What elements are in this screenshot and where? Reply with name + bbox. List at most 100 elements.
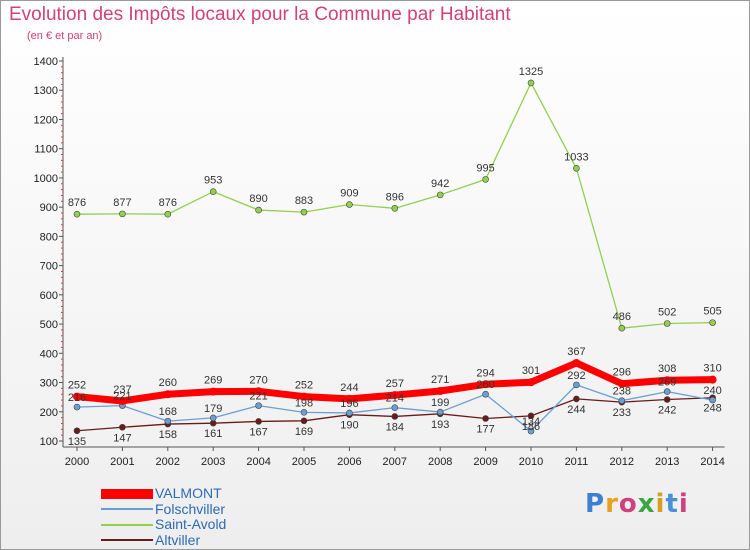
data-point-altviller (573, 395, 580, 403)
data-point-saint-avold (164, 210, 172, 218)
x-tick-label: 2007 (383, 456, 407, 468)
y-minor-tick (61, 95, 63, 97)
data-point-altviller (119, 423, 126, 431)
x-tick-label: 2001 (110, 456, 134, 468)
y-minor-tick (61, 428, 63, 430)
y-minor-tick (61, 212, 63, 214)
y-minor-tick (61, 218, 63, 220)
data-point-saint-avold (209, 188, 217, 195)
series-layer (73, 79, 717, 435)
y-minor-tick (61, 194, 63, 196)
y-minor-tick (61, 329, 63, 331)
y-tick-label: 500 (40, 319, 58, 331)
series-saint-avold (73, 79, 716, 332)
y-minor-tick (61, 136, 63, 138)
data-point-valmont (209, 387, 218, 396)
y-minor-tick (61, 434, 63, 436)
data-point-valmont (118, 396, 127, 405)
data-label-folschviller: 240 (703, 385, 721, 397)
data-label-altviller: 184 (386, 421, 404, 433)
x-tick-label: 2000 (65, 456, 89, 468)
y-minor-tick (61, 306, 63, 308)
data-label-folschviller: 238 (613, 386, 631, 398)
data-label-folschviller: 292 (567, 370, 585, 382)
data-label-saint-avold: 505 (703, 306, 721, 318)
data-label-saint-avold: 486 (613, 311, 631, 323)
chart-subtitle: (en € et par an) (27, 30, 103, 42)
data-point-valmont (436, 387, 445, 396)
data-label-valmont: 294 (476, 367, 494, 379)
y-tick-label: 1300 (34, 85, 58, 97)
data-label-saint-avold: 890 (249, 193, 267, 205)
data-point-folschviller (709, 396, 716, 404)
data-point-folschviller (300, 409, 308, 416)
data-point-saint-avold (346, 201, 353, 208)
data-point-saint-avold (709, 319, 716, 326)
y-minor-tick (61, 159, 63, 161)
data-point-valmont (481, 380, 490, 389)
data-point-valmont (73, 392, 81, 401)
data-label-valmont: 269 (204, 375, 222, 387)
data-label-folschviller: 198 (295, 397, 313, 409)
logo-letter: o (618, 489, 638, 519)
y-minor-tick (61, 241, 63, 243)
data-point-saint-avold (482, 176, 489, 183)
y-minor-tick (61, 66, 63, 68)
y-minor-tick (61, 376, 63, 378)
data-point-valmont (663, 376, 672, 385)
data-label-valmont: 237 (113, 384, 131, 396)
data-point-folschviller (391, 404, 399, 411)
data-point-folschviller (663, 388, 671, 395)
data-label-folschviller: 199 (431, 397, 449, 409)
y-minor-tick (61, 335, 63, 337)
data-point-altviller (663, 396, 671, 403)
data-point-saint-avold (527, 79, 535, 87)
y-minor-tick (61, 288, 63, 290)
data-point-folschviller (573, 381, 580, 389)
data-point-saint-avold (391, 205, 399, 212)
data-point-folschviller (164, 417, 172, 425)
chart-axes: 100 200 300 400 500 600 700 800 900 1000 1100 1200 1… (34, 56, 725, 468)
data-point-saint-avold (573, 164, 580, 172)
y-minor-tick (61, 230, 63, 232)
data-point-valmont (617, 379, 626, 388)
logo-letter: t (665, 489, 679, 519)
y-minor-tick (61, 253, 63, 255)
legend-swatch-altviller (101, 539, 153, 542)
data-label-valmont: 257 (386, 378, 404, 390)
data-label-saint-avold: 896 (386, 191, 404, 203)
x-tick-label: 2002 (156, 456, 180, 468)
data-label-valmont: 308 (658, 363, 676, 375)
data-label-altviller: 233 (613, 407, 631, 419)
data-label-saint-avold: 502 (658, 306, 676, 318)
data-label-altviller: 190 (340, 420, 358, 432)
data-label-valmont: 244 (340, 382, 358, 394)
y-minor-tick (61, 165, 63, 167)
data-point-altviller (255, 418, 262, 425)
y-minor-tick (61, 224, 63, 226)
y-tick-label: 1000 (34, 173, 58, 185)
data-label-folschviller: 134 (522, 416, 540, 428)
logo-letter: P (585, 489, 606, 519)
data-label-folschviller: 216 (68, 392, 86, 404)
data-label-folschviller: 260 (476, 379, 494, 391)
y-minor-tick (61, 405, 63, 407)
y-tick-label: 400 (40, 348, 58, 360)
series-valmont (73, 358, 717, 405)
legend-label-saint-avold: Saint-Avold (155, 516, 227, 532)
data-point-saint-avold (73, 210, 81, 218)
data-point-valmont (390, 391, 399, 400)
y-minor-tick (61, 341, 63, 343)
data-label-folschviller: 214 (386, 393, 404, 405)
proxiti-logo: Proxiti (585, 489, 689, 519)
data-label-valmont: 270 (249, 374, 267, 386)
y-minor-tick (61, 113, 63, 115)
x-tick-label: 2005 (292, 456, 316, 468)
data-point-saint-avold (663, 320, 671, 327)
data-point-folschviller (618, 397, 626, 404)
data-point-altviller (527, 412, 535, 420)
x-tick-label: 2006 (337, 456, 361, 468)
x-tick-label: 2012 (610, 456, 634, 468)
y-tick-label: 200 (40, 407, 58, 419)
logo-letter: i (655, 489, 666, 519)
